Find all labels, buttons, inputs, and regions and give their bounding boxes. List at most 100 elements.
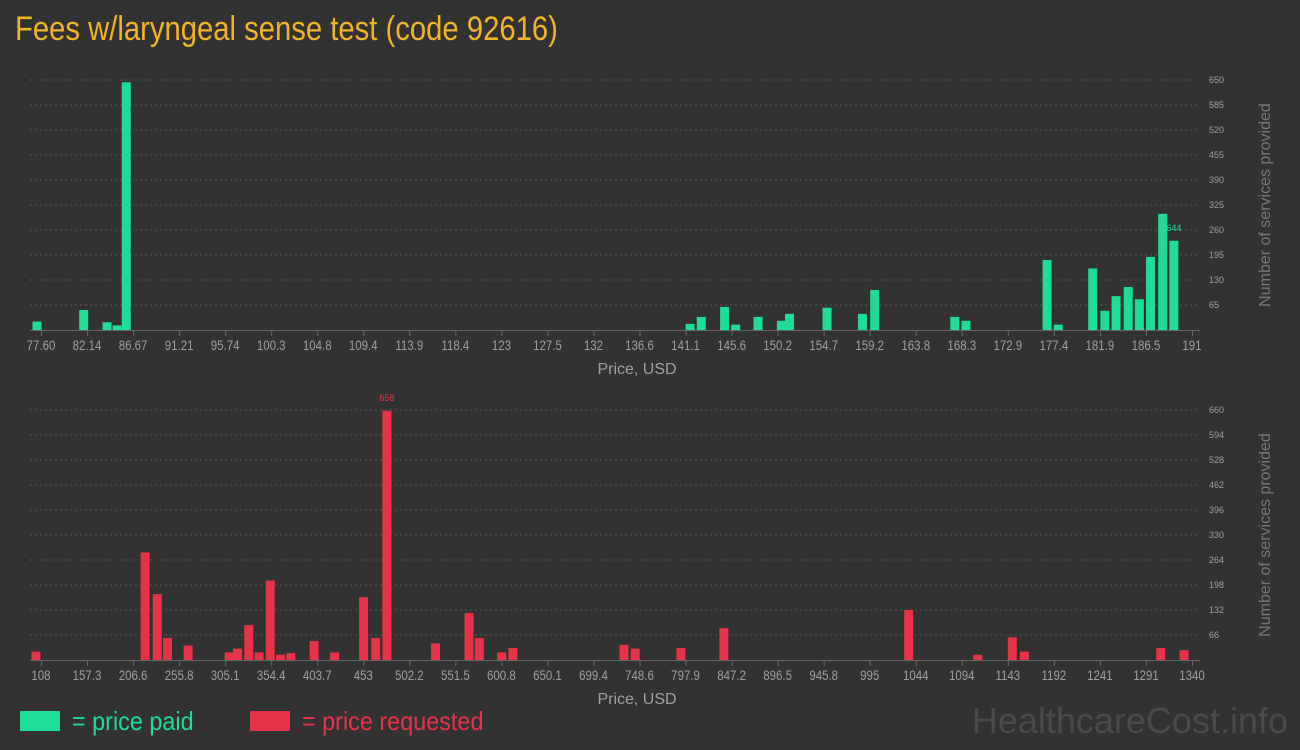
x-tick-label: 186.5 bbox=[1132, 337, 1161, 353]
x-tick-label: 145.6 bbox=[717, 337, 746, 353]
bar bbox=[112, 325, 122, 330]
bar bbox=[102, 322, 112, 330]
y-tick-label: 130 bbox=[1209, 275, 1224, 285]
legend-paid: = price paid bbox=[20, 706, 207, 736]
y-tick-label: 594 bbox=[1209, 430, 1224, 440]
bar bbox=[382, 410, 392, 660]
x-tick-label: 177.4 bbox=[1040, 337, 1069, 353]
x-tick-label: 168.3 bbox=[947, 337, 976, 353]
legend-requested-label: = price requested bbox=[302, 705, 484, 736]
bar bbox=[870, 290, 880, 330]
bar bbox=[275, 654, 285, 660]
x-axis-label: Price, USD bbox=[597, 361, 676, 378]
x-tick-label: 1340 bbox=[1179, 667, 1205, 683]
x-tick-label: 132 bbox=[584, 337, 603, 353]
x-tick-label: 163.8 bbox=[901, 337, 930, 353]
y-axis-label: Number of services provided bbox=[1257, 433, 1274, 637]
x-tick-label: 100.3 bbox=[257, 337, 286, 353]
bar bbox=[140, 552, 150, 660]
x-tick-label: 600.8 bbox=[487, 667, 516, 683]
bar bbox=[464, 613, 474, 660]
bar bbox=[152, 594, 162, 660]
y-tick-label: 390 bbox=[1209, 175, 1224, 185]
bar bbox=[719, 628, 729, 660]
legend-requested: = price requested bbox=[250, 706, 504, 736]
x-tick-label: 141.1 bbox=[671, 337, 700, 353]
y-tick-label: 650 bbox=[1209, 75, 1224, 85]
bar bbox=[630, 648, 640, 660]
bar bbox=[309, 641, 319, 660]
x-tick-label: 113.9 bbox=[395, 337, 423, 353]
y-tick-label: 132 bbox=[1209, 605, 1224, 615]
x-tick-label: 159.2 bbox=[855, 337, 884, 353]
legend-paid-label: = price paid bbox=[72, 705, 194, 736]
x-tick-label: 748.6 bbox=[625, 667, 654, 683]
y-tick-label: 195 bbox=[1209, 250, 1224, 260]
bar bbox=[430, 643, 440, 660]
x-tick-label: 127.5 bbox=[533, 337, 562, 353]
bar bbox=[676, 647, 686, 660]
x-tick-label: 354.4 bbox=[257, 667, 286, 683]
bar bbox=[79, 310, 89, 330]
x-tick-label: 847.2 bbox=[717, 667, 746, 683]
bar bbox=[497, 652, 507, 660]
bar bbox=[330, 652, 340, 660]
x-tick-label: 123 bbox=[492, 337, 511, 353]
legend-paid-swatch bbox=[20, 711, 60, 731]
bar bbox=[822, 307, 832, 330]
x-tick-label: 150.2 bbox=[763, 337, 792, 353]
bar bbox=[265, 580, 275, 660]
x-tick-label: 136.6 bbox=[625, 337, 654, 353]
x-tick-label: 109.4 bbox=[349, 337, 378, 353]
x-tick-label: 305.1 bbox=[211, 667, 240, 683]
bar bbox=[950, 316, 960, 330]
bar bbox=[371, 638, 381, 660]
bar bbox=[904, 610, 914, 660]
x-tick-label: 77.60 bbox=[27, 337, 56, 353]
bar bbox=[973, 654, 983, 660]
x-tick-label: 157.3 bbox=[73, 667, 102, 683]
bar bbox=[474, 638, 484, 660]
peak-data-label: 644 bbox=[1166, 223, 1181, 233]
bar bbox=[244, 625, 254, 660]
x-tick-label: 104.8 bbox=[303, 337, 332, 353]
page-title: Fees w/laryngeal sense test (code 92616) bbox=[15, 10, 558, 48]
bar bbox=[696, 316, 706, 330]
bar bbox=[753, 316, 763, 330]
bar bbox=[1123, 286, 1133, 330]
x-tick-label: 191 bbox=[1182, 337, 1201, 353]
bar bbox=[731, 324, 741, 330]
x-tick-label: 255.8 bbox=[165, 667, 194, 683]
x-tick-label: 118.4 bbox=[441, 337, 469, 353]
y-tick-label: 325 bbox=[1209, 200, 1224, 210]
x-tick-label: 1143 bbox=[995, 667, 1020, 683]
x-tick-label: 1094 bbox=[949, 667, 975, 683]
bar bbox=[121, 82, 131, 330]
bar bbox=[1169, 240, 1179, 330]
y-tick-label: 660 bbox=[1209, 405, 1224, 415]
bar bbox=[224, 652, 234, 660]
bar bbox=[1111, 296, 1121, 330]
bar bbox=[508, 647, 518, 660]
y-tick-label: 462 bbox=[1209, 480, 1224, 490]
price-paid-chart: 65 130 195 260 325 390 455 520 585 650 77.60 82.14 8… bbox=[27, 75, 1274, 378]
bar bbox=[1156, 647, 1166, 660]
x-tick-label: 896.5 bbox=[763, 667, 792, 683]
bar bbox=[1146, 256, 1156, 330]
x-tick-label: 551.5 bbox=[441, 667, 470, 683]
bar bbox=[961, 320, 971, 330]
x-tick-label: 172.9 bbox=[993, 337, 1022, 353]
x-tick-label: 1241 bbox=[1087, 667, 1113, 683]
y-tick-label: 520 bbox=[1209, 125, 1224, 135]
bar bbox=[1179, 650, 1189, 660]
x-tick-label: 154.7 bbox=[809, 337, 838, 353]
bar bbox=[359, 597, 369, 660]
bar bbox=[619, 644, 629, 660]
x-tick-label: 206.6 bbox=[119, 667, 148, 683]
bar bbox=[286, 653, 296, 660]
bar bbox=[163, 638, 173, 660]
bar bbox=[720, 306, 730, 330]
bar bbox=[254, 652, 264, 660]
x-tick-label: 1192 bbox=[1042, 667, 1067, 683]
x-tick-label: 1044 bbox=[903, 667, 929, 683]
